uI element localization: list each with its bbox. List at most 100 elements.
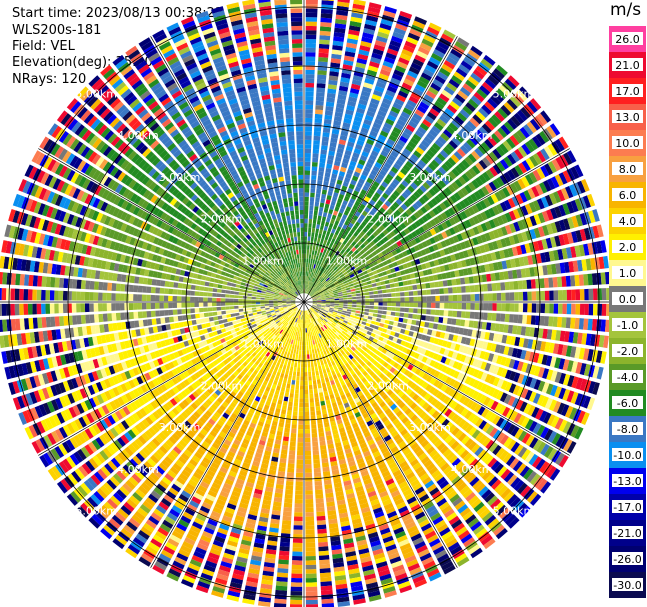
velocity-gate [574, 317, 580, 330]
velocity-gate [290, 348, 294, 354]
velocity-gate [416, 80, 428, 89]
velocity-gate [420, 334, 427, 341]
velocity-gate [373, 405, 381, 412]
velocity-gate [219, 393, 227, 401]
velocity-gate [305, 117, 313, 123]
velocity-gate [487, 495, 499, 507]
velocity-gate [504, 236, 512, 247]
velocity-gate [347, 396, 354, 402]
velocity-gate [506, 493, 518, 506]
velocity-gate [382, 450, 391, 458]
velocity-gate [182, 575, 196, 584]
velocity-gate [423, 136, 433, 145]
velocity-gate [500, 380, 509, 390]
velocity-gate [360, 506, 371, 514]
velocity-gate [304, 188, 310, 193]
velocity-gate [305, 463, 312, 469]
velocity-gate [480, 452, 491, 463]
velocity-gate [364, 78, 375, 85]
velocity-gate [539, 410, 548, 422]
velocity-gate [329, 456, 337, 463]
velocity-gate [472, 69, 485, 80]
velocity-gate [527, 291, 532, 301]
velocity-gate [340, 324, 346, 328]
velocity-gate [392, 469, 402, 478]
velocity-gate [334, 23, 347, 30]
velocity-gate [308, 218, 313, 224]
velocity-gate [311, 166, 318, 172]
velocity-gate [351, 518, 362, 525]
velocity-gate [344, 378, 350, 384]
velocity-gate [355, 485, 364, 493]
velocity-gate [166, 572, 180, 582]
velocity-gate [332, 259, 337, 265]
velocity-gate [389, 414, 398, 422]
velocity-gate [373, 213, 380, 221]
velocity-gate [438, 428, 447, 438]
velocity-gate [339, 81, 350, 88]
velocity-gate [342, 322, 347, 326]
velocity-gate [450, 545, 463, 556]
velocity-gate [371, 401, 379, 409]
velocity-gate [242, 438, 250, 445]
velocity-gate [532, 169, 542, 182]
velocity-gate [346, 226, 352, 232]
velocity-gate [315, 255, 319, 261]
velocity-gate [305, 122, 313, 127]
velocity-gate [290, 362, 295, 367]
velocity-gate [318, 289, 323, 293]
velocity-gate [425, 429, 434, 439]
velocity-gate [353, 0, 366, 6]
velocity-gate [307, 367, 311, 373]
velocity-gate [408, 95, 419, 104]
velocity-gate [490, 94, 502, 106]
velocity-gate [395, 271, 402, 277]
velocity-gate [283, 396, 289, 402]
velocity-gate [275, 585, 288, 591]
velocity-gate [588, 288, 594, 301]
velocity-gate [546, 465, 557, 479]
velocity-gate [368, 272, 374, 277]
velocity-gate [391, 307, 396, 312]
velocity-gate [412, 345, 419, 352]
velocity-gate [454, 416, 463, 426]
velocity-gate [399, 542, 412, 551]
velocity-gate [328, 75, 339, 82]
velocity-gate [354, 200, 361, 207]
velocity-gate [313, 316, 317, 321]
velocity-gate [199, 481, 210, 489]
velocity-gate [570, 275, 576, 287]
velocity-gate [312, 283, 316, 288]
velocity-gate [345, 488, 354, 495]
velocity-gate [318, 290, 323, 294]
velocity-gate [430, 302, 436, 309]
velocity-gate [354, 211, 361, 218]
velocity-gate [340, 355, 345, 361]
velocity-gate [343, 295, 348, 298]
velocity-gate [394, 65, 406, 74]
velocity-gate [270, 364, 276, 370]
velocity-gate [439, 67, 451, 77]
velocity-gate [397, 14, 411, 24]
velocity-gate [360, 355, 366, 361]
velocity-gate [278, 462, 287, 468]
velocity-gate [444, 357, 451, 366]
velocity-gate [334, 27, 346, 34]
velocity-gate [312, 297, 317, 300]
velocity-gate [376, 340, 382, 346]
velocity-gate [471, 348, 478, 357]
velocity-gate [154, 561, 168, 571]
velocity-gate [441, 111, 452, 121]
velocity-gate [241, 423, 248, 430]
velocity-gate [273, 447, 280, 454]
velocity-gate [171, 483, 182, 493]
velocity-gate [200, 572, 213, 581]
velocity-gate [454, 252, 461, 261]
velocity-gate [509, 95, 521, 108]
velocity-gate [394, 174, 403, 183]
velocity-gate [416, 490, 427, 499]
velocity-gate [264, 376, 270, 382]
velocity-gate [356, 302, 361, 305]
velocity-gate [429, 237, 436, 245]
velocity-gate [318, 317, 323, 322]
